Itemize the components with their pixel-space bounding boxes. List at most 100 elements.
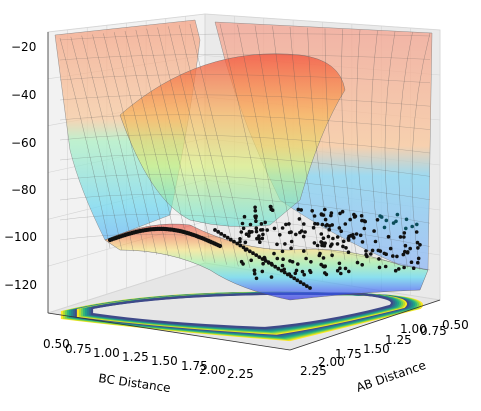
scatter-point — [320, 222, 325, 227]
scatter-point — [402, 235, 406, 239]
mesh-line — [59, 74, 431, 83]
scatter-point — [376, 248, 381, 253]
scatter-point — [260, 269, 265, 274]
scatter-point — [299, 208, 304, 212]
mesh-line — [59, 154, 431, 177]
scatter-point — [260, 236, 265, 241]
scatter-point — [280, 226, 285, 230]
y-tick-label: 0.50 — [442, 318, 469, 332]
floor-contour-projection — [60, 291, 423, 342]
scatter-point — [343, 266, 348, 271]
scatter-point — [348, 217, 353, 222]
scatter-point — [272, 251, 276, 256]
scatter-point — [259, 222, 264, 226]
scatter-point — [254, 253, 259, 257]
scatter-point — [253, 205, 257, 210]
x-tick-label: 1.25 — [122, 350, 149, 364]
mesh-line — [59, 114, 431, 130]
scatter-point — [247, 249, 252, 254]
scatter-point — [391, 254, 395, 258]
y-tick-label: 2.25 — [300, 364, 327, 378]
scatter-point — [388, 246, 393, 251]
mesh-line — [70, 36, 122, 250]
scatter-point — [323, 207, 327, 212]
scatter-point — [404, 217, 409, 222]
scatter-point — [362, 226, 367, 231]
scatter-point — [330, 242, 334, 246]
mesh-line — [168, 26, 227, 265]
scatter-point — [319, 232, 324, 236]
scatter-point — [222, 233, 227, 238]
scatter-point — [276, 266, 281, 271]
scatter-point — [265, 228, 270, 232]
scatter-point — [323, 241, 327, 245]
scatter-point — [398, 235, 403, 239]
scatter-point — [341, 239, 346, 244]
scatter-point — [340, 209, 345, 214]
x-axis-label: BC Distance — [98, 371, 172, 395]
scatter-point — [379, 215, 384, 219]
scatter-point — [352, 212, 356, 217]
scatter-point — [319, 240, 323, 244]
mesh-line — [59, 234, 431, 271]
scatter-point — [320, 243, 324, 248]
y-tick-label: 0.75 — [420, 324, 447, 338]
y-tick-label: 1.00 — [400, 322, 427, 336]
scatter-point — [337, 226, 342, 230]
scatter-point — [323, 264, 328, 269]
scatter-point — [339, 229, 344, 233]
scatter-point — [347, 269, 351, 274]
scatter-point — [403, 249, 407, 254]
scatter-point — [354, 232, 359, 236]
mesh-line — [289, 26, 321, 257]
scatter-point — [213, 228, 217, 232]
scatter-point — [281, 257, 285, 262]
scatter-point — [312, 241, 317, 245]
scatter-point — [269, 261, 274, 266]
scatter-point — [372, 229, 376, 233]
scatter-point — [383, 264, 388, 269]
scatter-point — [244, 232, 249, 236]
z-tick-label: −80 — [11, 183, 36, 197]
scatter-point — [280, 249, 285, 254]
scatter-point — [298, 280, 303, 285]
scatter-point — [317, 253, 322, 258]
scatter-point — [418, 243, 422, 247]
scatter-point — [302, 249, 306, 253]
scatter-point — [401, 252, 406, 257]
scatter-point — [395, 254, 399, 259]
scatter-point — [252, 268, 257, 273]
scatter-point — [287, 222, 291, 226]
scatter-point — [363, 219, 368, 224]
mesh-line — [59, 194, 431, 224]
scatter-point — [254, 226, 259, 230]
scatter-point — [301, 234, 306, 239]
x-tick-label: 0.75 — [65, 342, 92, 356]
mesh-line — [237, 24, 283, 252]
scatter-point — [319, 213, 324, 217]
scatter-point — [393, 268, 398, 273]
mesh-line — [370, 30, 383, 266]
scatter-point — [262, 255, 267, 260]
mesh-line — [59, 33, 431, 41]
scatter-point — [352, 235, 356, 240]
mesh-line — [411, 32, 431, 271]
scatter-point — [261, 232, 265, 237]
scatter-point — [331, 236, 335, 241]
scatter-point — [299, 229, 304, 233]
scatter-point — [253, 214, 257, 219]
scatter-point — [346, 250, 351, 254]
scatter-point — [241, 245, 246, 250]
scatter-point — [294, 232, 298, 237]
scatter-point — [275, 242, 279, 247]
scatter-point — [235, 241, 240, 246]
scatter-point — [238, 237, 242, 241]
scatter-point — [219, 232, 224, 236]
scatter-point — [253, 209, 258, 213]
scatter-point — [321, 236, 326, 240]
y-axis-ticks: 2.25 2.00 1.75 1.50 1.25 1.00 0.75 0.50 — [300, 318, 469, 378]
scatter-point — [293, 271, 298, 276]
mesh-line — [307, 27, 333, 259]
scatter-point — [375, 218, 380, 222]
